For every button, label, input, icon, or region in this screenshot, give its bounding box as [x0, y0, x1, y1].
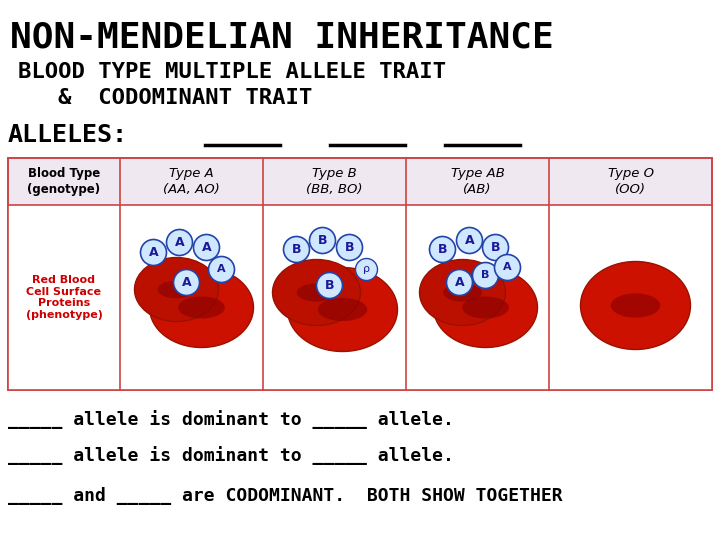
Text: A: A [175, 236, 184, 249]
Text: A: A [149, 246, 158, 259]
Circle shape [209, 256, 235, 282]
Text: B: B [292, 243, 301, 256]
Text: Red Blood
Cell Surface
Proteins
(phenotype): Red Blood Cell Surface Proteins (phenoty… [26, 275, 102, 320]
Circle shape [284, 237, 310, 262]
Text: BLOOD TYPE MULTIPLE ALLELE TRAIT: BLOOD TYPE MULTIPLE ALLELE TRAIT [18, 62, 446, 82]
Text: A: A [503, 262, 512, 273]
Circle shape [482, 234, 508, 260]
Bar [8, 158, 712, 390]
Text: B: B [438, 243, 447, 256]
Text: B: B [345, 241, 354, 254]
Text: Type A
(AA, AO): Type A (AA, AO) [163, 167, 220, 195]
Circle shape [336, 234, 362, 260]
Circle shape [174, 269, 199, 295]
Ellipse shape [462, 296, 509, 319]
Text: Blood Type
(genotype): Blood Type (genotype) [27, 167, 101, 195]
Ellipse shape [287, 267, 397, 352]
Ellipse shape [443, 284, 482, 301]
Text: A: A [464, 234, 474, 247]
Ellipse shape [150, 267, 253, 348]
Ellipse shape [318, 298, 367, 321]
Ellipse shape [178, 296, 225, 319]
Text: A: A [181, 276, 192, 289]
Text: ρ: ρ [363, 265, 370, 274]
Circle shape [446, 269, 472, 295]
Circle shape [430, 237, 456, 262]
Circle shape [194, 234, 220, 260]
Text: B: B [481, 271, 490, 280]
Circle shape [356, 259, 377, 280]
Text: Type AB
(AB): Type AB (AB) [451, 167, 505, 195]
Circle shape [456, 227, 482, 253]
Text: NON-MENDELIAN INHERITANCE: NON-MENDELIAN INHERITANCE [10, 21, 554, 55]
Text: Type B
(BB, BO): Type B (BB, BO) [306, 167, 363, 195]
Ellipse shape [420, 260, 505, 326]
Ellipse shape [433, 267, 538, 348]
Text: _____ allele is dominant to _____ allele.: _____ allele is dominant to _____ allele… [8, 447, 454, 465]
Circle shape [317, 273, 343, 299]
Ellipse shape [272, 260, 361, 326]
Ellipse shape [580, 261, 690, 349]
Text: ALLELES:: ALLELES: [8, 123, 128, 147]
Text: _____ allele is dominant to _____ allele.: _____ allele is dominant to _____ allele… [8, 410, 454, 429]
Ellipse shape [158, 281, 195, 298]
Ellipse shape [297, 284, 336, 301]
Text: _____ and _____ are CODOMINANT.  BOTH SHOW TOGETHER: _____ and _____ are CODOMINANT. BOTH SHO… [8, 487, 562, 505]
Circle shape [166, 230, 192, 255]
Ellipse shape [611, 293, 660, 318]
Text: B: B [318, 234, 328, 247]
Circle shape [310, 227, 336, 253]
Circle shape [472, 262, 498, 288]
Text: A: A [217, 265, 226, 274]
Bar [8, 205, 712, 390]
Text: B: B [325, 279, 334, 292]
Text: A: A [455, 276, 464, 289]
Text: &  CODOMINANT TRAIT: & CODOMINANT TRAIT [18, 88, 312, 108]
Text: Type O
(OO): Type O (OO) [608, 167, 654, 195]
Circle shape [140, 240, 166, 266]
Circle shape [495, 254, 521, 280]
Text: B: B [491, 241, 500, 254]
Text: A: A [202, 241, 211, 254]
Ellipse shape [135, 258, 218, 321]
